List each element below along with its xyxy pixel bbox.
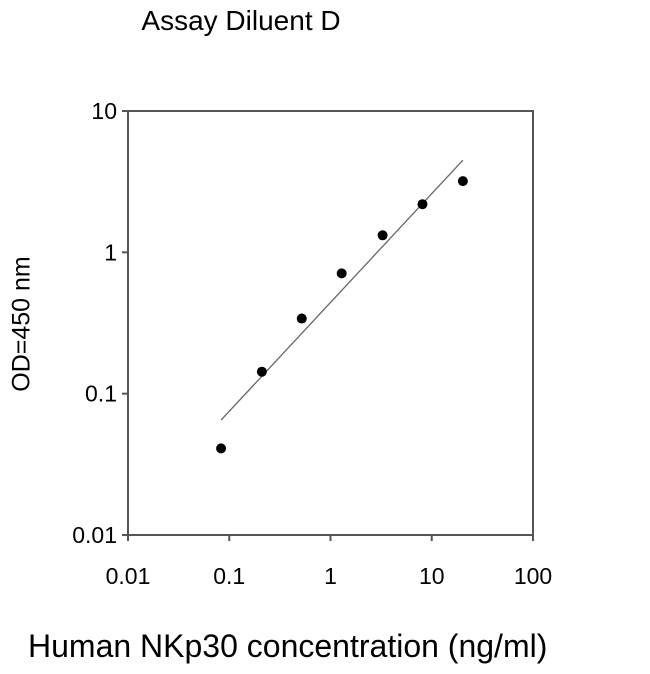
data-point: [336, 268, 347, 279]
fit-line: [220, 159, 464, 421]
data-point: [216, 443, 227, 454]
y-tick-label: 10: [91, 98, 117, 124]
x-tick-label: 0.1: [213, 563, 245, 589]
data-point: [457, 176, 468, 187]
x-axis-label: Human NKp30 concentration (ng/ml): [28, 628, 548, 664]
data-point: [417, 199, 428, 210]
y-axis-label: OD=450 nm: [7, 256, 36, 392]
y-tick-label: 0.01: [72, 522, 117, 548]
chart-title: Assay Diluent D: [0, 5, 650, 37]
y-tick-label: 1: [104, 239, 117, 265]
y-tick-label: 0.1: [85, 381, 117, 407]
data-point: [377, 230, 388, 241]
data-point: [296, 313, 307, 324]
x-tick-label: 10: [419, 563, 445, 589]
x-tick-label: 100: [514, 563, 552, 589]
chart-title-text: Assay Diluent D: [141, 5, 341, 36]
axes-frame: [127, 110, 534, 536]
x-tick-label: 0.01: [106, 563, 151, 589]
x-tick-label: 1: [324, 563, 337, 589]
data-point: [256, 366, 267, 377]
